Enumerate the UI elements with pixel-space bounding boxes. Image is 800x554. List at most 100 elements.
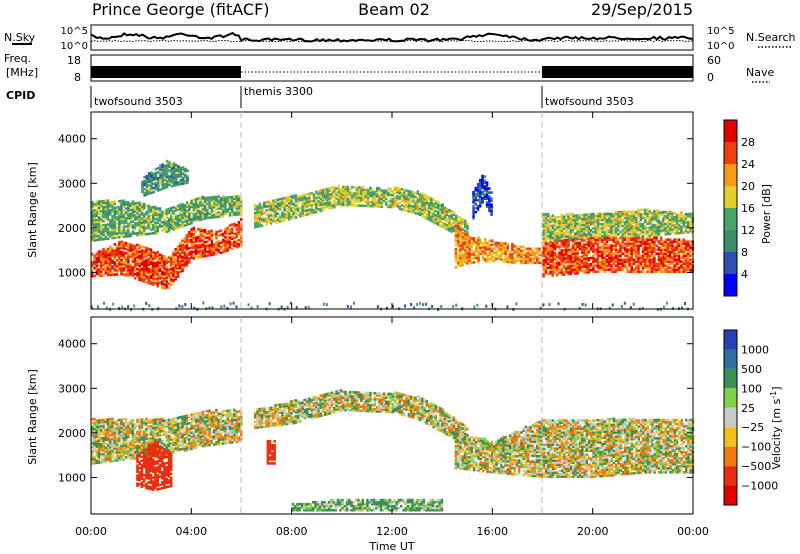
echo-cell: [172, 278, 175, 282]
echo-cell: [326, 189, 329, 193]
echo-cell: [210, 253, 214, 257]
echo-cell: [603, 232, 606, 236]
echo-cell: [163, 263, 166, 266]
echo-cell: [166, 181, 169, 185]
echo-cell: [281, 197, 284, 200]
echo-cell: [201, 245, 205, 248]
echo-cell: [603, 244, 606, 247]
echo-cell: [138, 272, 141, 276]
echo-cell: [418, 197, 422, 200]
echo-cell: [608, 268, 611, 271]
echo-cell: [646, 260, 649, 263]
echo-cell: [515, 255, 519, 258]
echo-cell: [621, 210, 624, 214]
echo-cell: [355, 190, 359, 193]
echo-cell: [479, 246, 482, 249]
echo-cell: [560, 273, 564, 276]
echo-cell: [400, 208, 404, 211]
echo-cell: [650, 262, 654, 265]
echo-cell: [585, 271, 588, 274]
echo-cell: [315, 200, 318, 204]
echo-cell: [95, 200, 98, 204]
echo-cell: [549, 242, 552, 245]
echo-cell: [635, 246, 638, 249]
echo-cell: [421, 210, 424, 214]
echo-cell: [324, 194, 327, 197]
echo-cell: [221, 206, 225, 210]
echo-cell: [513, 259, 516, 262]
echo-cell: [210, 204, 214, 207]
echo-cell: [412, 195, 415, 198]
echo-cell: [682, 252, 685, 255]
echo-cell: [585, 229, 588, 232]
echo-cell: [163, 287, 166, 290]
echo-cell: [544, 244, 548, 248]
echo-cell: [490, 243, 494, 246]
echo-cell: [380, 199, 383, 202]
echo-cell: [165, 210, 168, 213]
freq-label-1: Freq.: [4, 52, 31, 65]
echo-cell: [133, 255, 137, 258]
echo-cell: [617, 212, 620, 216]
echo-cell: [684, 252, 688, 255]
echo-cell: [109, 265, 112, 269]
echo-cell: [185, 205, 189, 208]
echo-cell: [630, 262, 633, 265]
echo-cell: [680, 270, 683, 273]
echo-cell: [163, 261, 166, 264]
echo-cell: [565, 260, 568, 264]
echo-cell: [617, 252, 620, 255]
echo-cell: [201, 217, 205, 221]
echo-cell: [91, 454, 94, 457]
echo-cell: [677, 268, 681, 271]
echo-cell: [127, 250, 130, 254]
echo-cell: [551, 218, 554, 221]
echo-cell: [664, 230, 667, 234]
echo-cell: [409, 200, 413, 204]
echo-cell: [641, 230, 645, 234]
echo-cell: [274, 221, 277, 224]
echo-cell: [407, 189, 411, 193]
echo-cell: [197, 201, 200, 204]
echo-cell: [623, 238, 627, 241]
echo-cell: [630, 220, 633, 224]
echo-cell: [639, 270, 643, 273]
echo-cell: [371, 188, 374, 192]
echo-cell: [562, 253, 566, 256]
echo-cell: [283, 208, 286, 212]
echo-cell: [188, 235, 191, 238]
echo-cell: [476, 208, 480, 212]
echo-cell: [585, 267, 588, 270]
echo-cell: [215, 232, 218, 236]
echo-cell: [122, 225, 126, 229]
echo-cell: [91, 274, 94, 278]
echo-cell: [185, 237, 189, 241]
echo-cell: [689, 262, 692, 265]
echo-cell: [283, 214, 286, 218]
echo-cell: [605, 240, 609, 243]
echo-cell: [93, 216, 96, 220]
echo-cell: [188, 247, 191, 250]
echo-cell: [418, 199, 422, 202]
echo-cell: [226, 229, 229, 232]
echo-cell: [237, 229, 241, 232]
echo-cell: [490, 197, 493, 200]
echo-cell: [215, 199, 218, 203]
echo-cell: [203, 206, 207, 210]
echo-cell: [95, 234, 98, 238]
echo-cell: [560, 245, 564, 248]
echo-cell: [152, 259, 155, 262]
echo-cell: [152, 283, 155, 286]
echo-cell: [567, 244, 570, 248]
echo-cell: [172, 254, 175, 258]
echo-cell: [142, 252, 146, 255]
echo-cell: [468, 243, 471, 246]
echo-cell: [499, 241, 503, 245]
echo-cell: [170, 166, 173, 170]
echo-cell: [136, 247, 139, 251]
echo-cell: [650, 238, 654, 241]
echo-cell: [240, 208, 243, 212]
echo-cell: [637, 212, 640, 216]
echo-cell: [217, 195, 220, 198]
echo-cell: [272, 207, 275, 211]
